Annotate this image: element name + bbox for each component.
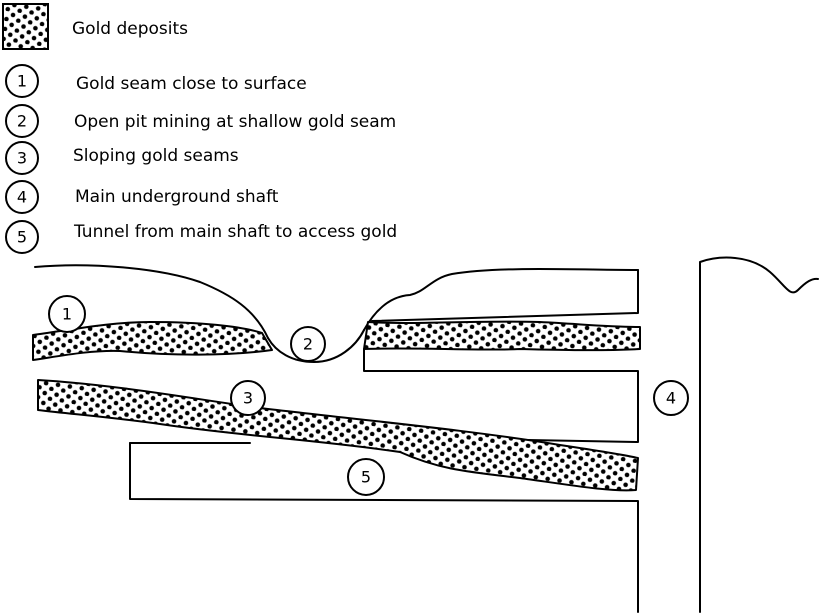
legend-number: 2 — [17, 112, 27, 131]
upper-chamber-wall — [371, 269, 639, 322]
legend-number-circle — [5, 64, 39, 98]
marker-2: 2 — [290, 326, 326, 362]
lower-tunnel — [129, 442, 639, 613]
marker-2-circle — [290, 326, 326, 362]
marker-1-label: 1 — [62, 305, 72, 324]
marker-4-label: 4 — [666, 389, 676, 408]
legend-number-circle — [5, 180, 39, 214]
gold-deposits-label: Gold deposits — [72, 19, 188, 39]
legend-number-circle — [5, 141, 39, 175]
legend-item-3: 3 Sloping gold seams — [5, 141, 239, 175]
legend-label: Gold seam close to surface — [76, 74, 307, 94]
main-shaft-wall — [699, 256, 819, 613]
legend-number-circle — [5, 220, 39, 254]
legend-label: Sloping gold seams — [73, 146, 239, 166]
open-pit — [267, 329, 365, 363]
marker-3-label: 3 — [243, 389, 253, 408]
marker-2-label: 2 — [303, 335, 313, 354]
gold-deposits-swatch — [2, 3, 49, 50]
legend-label: Tunnel from main shaft to access gold — [73, 222, 397, 242]
upper-tunnel — [363, 348, 639, 443]
ground-surface-left — [34, 264, 269, 339]
gold-seam-3-deposits — [38, 380, 638, 491]
marker-3-circle — [230, 380, 266, 416]
marker-4-circle — [653, 380, 689, 416]
legend-number-circle — [5, 104, 39, 138]
marker-1: 1 — [48, 295, 86, 333]
legend-number: 1 — [17, 72, 27, 91]
marker-3: 3 — [230, 380, 266, 416]
legend: Gold deposits 1 Gold seam close to surfa… — [2, 3, 397, 254]
marker-1-circle — [48, 295, 86, 333]
legend-item-5: 5 Tunnel from main shaft to access gold — [5, 220, 397, 254]
legend-number: 4 — [17, 188, 27, 207]
marker-5: 5 — [347, 458, 385, 496]
gold-seam-2-deposits — [364, 321, 640, 351]
legend-label: Open pit mining at shallow gold seam — [74, 112, 396, 132]
legend-label: Main underground shaft — [75, 187, 279, 207]
legend-number: 3 — [17, 149, 27, 168]
legend-item-4: 4 Main underground shaft — [5, 180, 279, 214]
legend-item-2: 2 Open pit mining at shallow gold seam — [5, 104, 396, 138]
legend-item-1: 1 Gold seam close to surface — [5, 64, 307, 98]
gold-deposits-legend-row: Gold deposits — [2, 3, 188, 50]
marker-4: 4 — [653, 380, 689, 416]
cross-section: 1 2 3 4 5 — [32, 256, 819, 613]
ground-surface-right — [363, 268, 639, 331]
legend-number: 5 — [17, 228, 27, 247]
gold-seam-1-deposits — [33, 322, 272, 360]
marker-5-circle — [347, 458, 385, 496]
marker-5-label: 5 — [361, 468, 371, 487]
